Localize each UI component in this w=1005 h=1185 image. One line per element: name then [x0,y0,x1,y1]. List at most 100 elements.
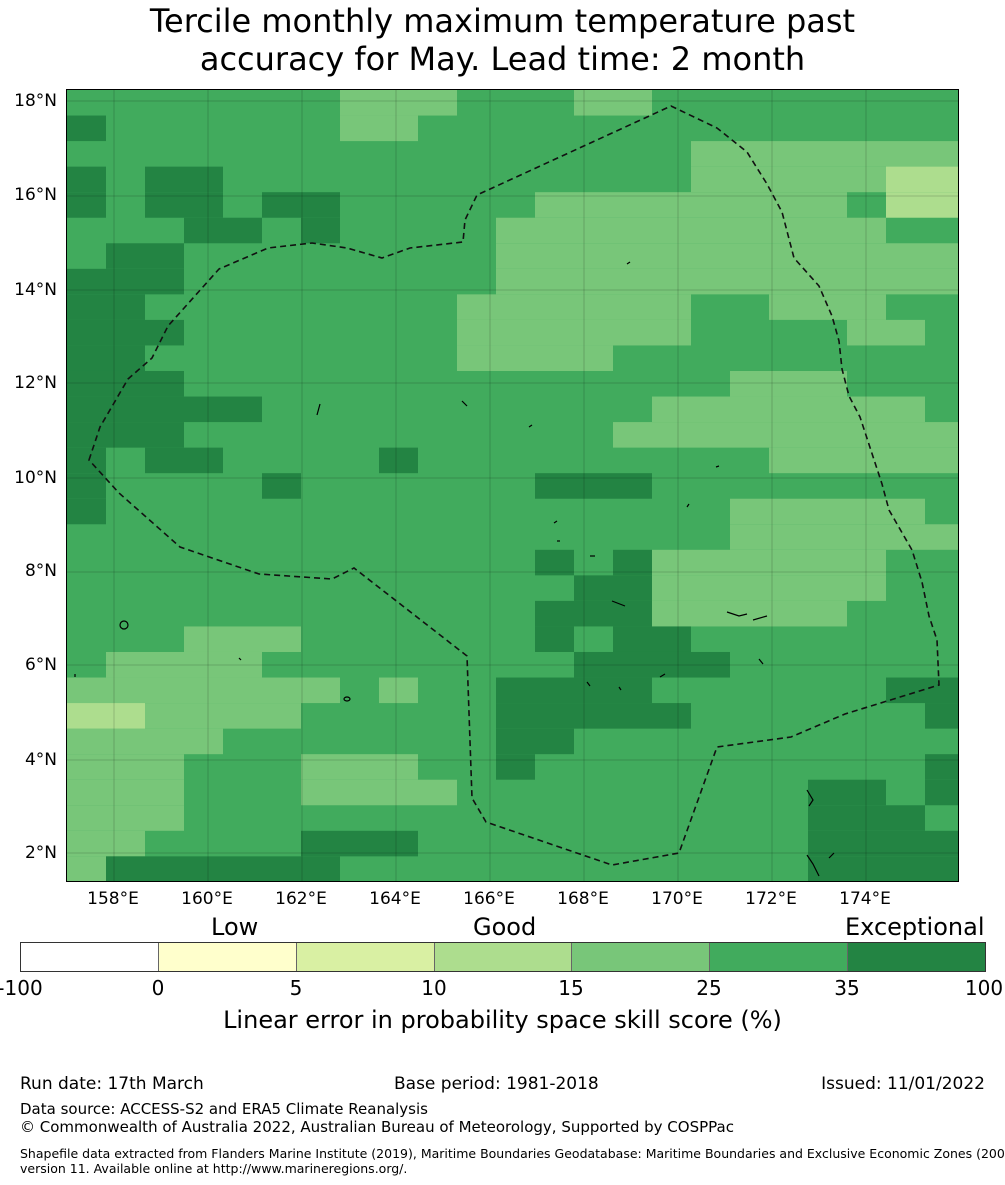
colorbar-tick-15: 15 [558,976,584,1000]
skill-cell-35-100 [535,728,574,755]
lat-tick-10n: 10°N [14,468,57,488]
skill-cell-35-100 [379,447,418,474]
map-title-line-1: Tercile monthly maximum temperature past [149,2,856,40]
skill-cell-35-100 [67,115,106,142]
skill-cell-15-25 [535,345,574,371]
issued-date: Issued: 11/01/2022 [821,1074,985,1094]
skill-cell-15-25 [67,779,106,806]
skill-cell-15-25 [106,779,145,806]
skill-cell-15-25 [340,779,379,806]
skill-cell-15-25 [652,294,691,320]
skill-cell-35-100 [301,856,340,881]
skill-cell-15-25 [769,294,808,320]
skill-cell-35-100 [67,370,106,397]
skill-cell-15-25 [691,575,730,601]
lat-tick-14n: 14°N [14,280,57,300]
skill-cell-15-25 [496,243,535,269]
skill-cell-35-100 [613,703,652,729]
skill-cell-15-25 [145,651,184,678]
skill-cell-15-25 [145,779,184,806]
colorbar-tick-100: 100 [964,976,1004,1000]
skill-cell-15-25 [418,779,457,806]
skill-cell-15-25 [769,447,808,474]
skill-cell-35-100 [106,243,145,269]
lon-tick-168e: 168°E [557,889,609,909]
skill-cell-35-100 [925,677,958,704]
skill-cell-15-25 [184,728,223,755]
skill-cell-15-25 [769,549,808,576]
skill-cell-15-25 [379,115,418,142]
skill-cell-15-25 [769,141,808,167]
colorbar-segment-below-0 [21,943,159,971]
skill-cell-35-100 [613,473,652,499]
colorbar-segment-15-25 [572,943,711,971]
skill-cell-35-100 [574,600,613,627]
skill-cells [67,90,958,881]
skill-cell-35-100 [847,805,886,831]
skill-cell-35-100 [145,370,184,397]
skill-cell-35-100 [145,166,184,193]
skill-cell-15-25 [67,754,106,780]
skill-cell-35-100 [496,754,535,780]
skill-cell-35-100 [574,575,613,601]
skill-cell-35-100 [808,779,847,806]
map-title: Tercile monthly maximum temperature past… [0,2,1005,78]
skill-cell-15-25 [847,498,886,525]
skill-score-map[interactable] [66,89,959,882]
lon-tick-166e: 166°E [463,889,515,909]
skill-cell-15-25 [652,319,691,346]
skill-cell-15-25 [652,217,691,244]
skill-cell-15-25 [652,600,691,627]
skill-cell-15-25 [574,268,613,295]
skill-cell-15-25 [808,396,847,423]
skill-cell-15-25 [67,677,106,704]
colorbar-segment-0-5 [158,943,297,971]
skill-cell-15-25 [886,319,925,346]
skill-cell-15-25 [106,677,145,704]
skill-cell-15-25 [106,805,145,831]
skill-cell-15-25 [301,754,340,780]
skill-cell-15-25 [730,243,769,269]
skill-cell-35-100 [652,626,691,652]
skill-cell-15-25 [574,217,613,244]
skill-cell-35-100 [106,422,145,448]
skill-cell-15-25 [496,294,535,320]
skill-cell-35-100 [67,498,106,525]
skill-cell-15-25 [574,345,613,371]
skill-cell-35-100 [145,268,184,295]
skill-cell-15-25 [106,754,145,780]
skill-cell-15-25 [613,243,652,269]
skill-cell-15-25 [808,268,847,295]
skill-cell-10-15 [106,703,145,729]
skill-cell-35-100 [223,856,262,881]
skill-cell-15-25 [769,524,808,550]
skill-cell-15-25 [691,192,730,218]
skill-cell-15-25 [925,243,958,269]
skill-cell-15-25 [730,217,769,244]
skill-cell-15-25 [574,192,613,218]
skill-cell-15-25 [808,447,847,474]
skill-cell-15-25 [457,319,496,346]
skill-cell-35-100 [535,600,574,627]
skill-cell-15-25 [301,677,340,704]
skill-cell-35-100 [106,396,145,423]
skill-cell-35-100 [262,192,301,218]
skill-cell-15-25 [730,166,769,193]
lon-tick-160e: 160°E [181,889,233,909]
skill-cell-15-25 [574,243,613,269]
lon-tick-162e: 162°E [275,889,327,909]
skill-cell-15-25 [340,754,379,780]
data-source: Data source: ACCESS-S2 and ERA5 Climate … [20,1100,428,1118]
skill-cell-15-25 [847,268,886,295]
skill-cell-15-25 [886,396,925,423]
skill-cell-15-25 [808,549,847,576]
legend-category-exceptional: Exceptional [845,913,985,941]
skill-cell-15-25 [652,549,691,576]
skill-cell-15-25 [223,626,262,652]
skill-cell-15-25 [106,728,145,755]
skill-cell-15-25 [691,422,730,448]
skill-cell-35-100 [613,626,652,652]
skill-cell-15-25 [496,319,535,346]
skill-cell-35-100 [145,243,184,269]
skill-cell-35-100 [808,856,847,881]
